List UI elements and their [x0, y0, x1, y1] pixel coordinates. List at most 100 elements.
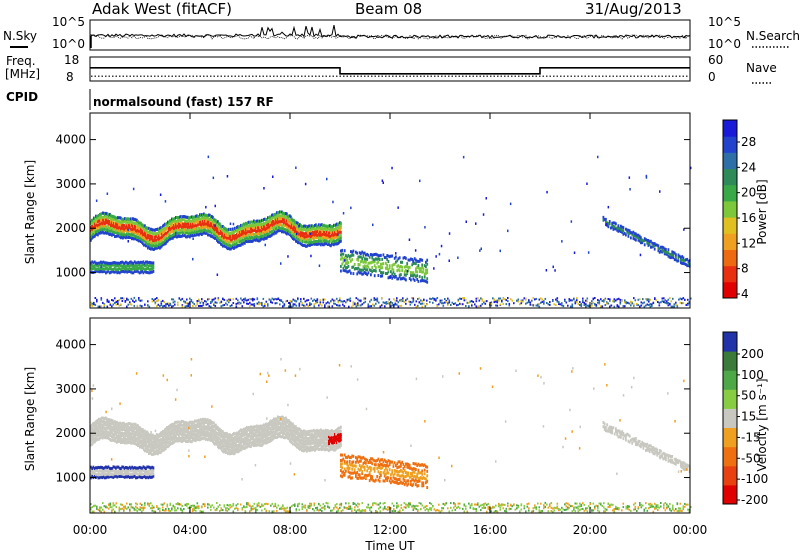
- heatmap-cell: [310, 227, 312, 231]
- heatmap-cell: [128, 232, 130, 236]
- heatmap-cell: [483, 301, 485, 304]
- heatmap-cell: [121, 235, 123, 239]
- heatmap-cell: [607, 205, 610, 209]
- heatmap-cell: [186, 302, 188, 305]
- heatmap-cell: [141, 263, 144, 267]
- heatmap-cell: [327, 305, 329, 308]
- heatmap-cell: [646, 303, 649, 306]
- heatmap-cell: [248, 438, 250, 442]
- heatmap-cell: [347, 264, 350, 268]
- heatmap-cell: [92, 422, 94, 426]
- heatmap-cell: [193, 303, 196, 306]
- heatmap-cell: [345, 258, 347, 262]
- heatmap-cell: [276, 419, 278, 423]
- heatmap-cell: [373, 304, 376, 307]
- heatmap-cell: [338, 222, 340, 226]
- heatmap-cell: [468, 301, 470, 304]
- heatmap-cell: [172, 441, 174, 445]
- heatmap-cell: [128, 441, 130, 445]
- heatmap-cell: [145, 446, 147, 450]
- heatmap-cell: [308, 238, 310, 242]
- heatmap-cell: [320, 230, 322, 234]
- heatmap-cell: [114, 217, 116, 221]
- heatmap-cell: [358, 271, 361, 275]
- heatmap-cell: [168, 227, 170, 231]
- heatmap-cell: [412, 260, 414, 263]
- heatmap-cell: [179, 215, 181, 219]
- heatmap-cell: [595, 303, 598, 306]
- heatmap-cell: [298, 442, 300, 446]
- heatmap-cell: [283, 304, 286, 307]
- heatmap-cell: [234, 229, 236, 233]
- heatmap-cell: [531, 303, 533, 306]
- heatmap-cell: [313, 231, 315, 235]
- heatmap-cell: [129, 229, 131, 233]
- heatmap-cell: [298, 434, 300, 438]
- heatmap-cell: [93, 216, 95, 220]
- heatmap-cell: [291, 231, 293, 235]
- heatmap-cell: [225, 434, 227, 438]
- heatmap-cell: [309, 433, 311, 437]
- heatmap-cell: [251, 425, 253, 429]
- heatmap-cell: [184, 433, 186, 437]
- heatmap-cell: [202, 216, 204, 220]
- heatmap-cell: [223, 240, 225, 244]
- heatmap-cell: [199, 217, 201, 221]
- heatmap-cell: [267, 229, 269, 233]
- heatmap-cell: [275, 417, 277, 421]
- heatmap-cell: [217, 445, 219, 449]
- heatmap-cell: [219, 231, 221, 235]
- heatmap-cell: [126, 232, 128, 236]
- heatmap-cell: [441, 299, 443, 302]
- heatmap-cell: [142, 238, 144, 242]
- heatmap-cell: [256, 230, 258, 233]
- heatmap-cell: [239, 432, 241, 436]
- heatmap-cell: [228, 439, 230, 443]
- heatmap-cell: [131, 220, 133, 224]
- heatmap-cell: [413, 273, 416, 277]
- heatmap-cell: [313, 237, 315, 241]
- heatmap-cell: [321, 229, 323, 233]
- heatmap-cell: [124, 227, 126, 231]
- heatmap-cell: [255, 220, 257, 224]
- heatmap-cell: [101, 217, 103, 221]
- heatmap-cell: [124, 423, 126, 427]
- heatmap-cell: [239, 240, 241, 244]
- heatmap-cell: [207, 434, 209, 437]
- heatmap-cell: [102, 419, 104, 423]
- heatmap-cell: [138, 425, 140, 429]
- heatmap-cell: [177, 432, 179, 436]
- heatmap-cell: [166, 426, 168, 430]
- heatmap-cell: [155, 437, 157, 441]
- heatmap-cell: [103, 264, 106, 268]
- heatmap-cell: [156, 241, 158, 245]
- cpid-text: normalsound (fast) 157 RF: [93, 95, 274, 109]
- heatmap-cell: [200, 431, 202, 435]
- heatmap-cell: [219, 228, 221, 232]
- heatmap-cell: [667, 302, 670, 304]
- heatmap-cell: [570, 220, 573, 223]
- heatmap-cell: [666, 300, 668, 303]
- heatmap-cell: [189, 229, 191, 233]
- heatmap-cell: [211, 224, 213, 228]
- heatmap-cell: [673, 258, 676, 262]
- heatmap-cell: [136, 231, 138, 235]
- heatmap-cell: [416, 270, 419, 274]
- heatmap-cell: [93, 303, 95, 306]
- heatmap-cell: [272, 223, 274, 227]
- heatmap-cell: [232, 433, 234, 436]
- heatmap-cell: [279, 210, 281, 214]
- heatmap-cell: [101, 430, 103, 434]
- heatmap-cell: [100, 423, 102, 427]
- heatmap-cell: [335, 235, 337, 239]
- heatmap-cell: [308, 234, 310, 238]
- heatmap-cell: [300, 242, 302, 246]
- heatmap-cell: [156, 433, 158, 437]
- heatmap-cell: [165, 303, 167, 306]
- heatmap-cell: [297, 445, 299, 449]
- heatmap-cell: [373, 297, 376, 300]
- heatmap-cell: [244, 440, 246, 444]
- heatmap-cell: [96, 434, 98, 438]
- heatmap-cell: [284, 422, 286, 426]
- heatmap-cell: [668, 252, 671, 256]
